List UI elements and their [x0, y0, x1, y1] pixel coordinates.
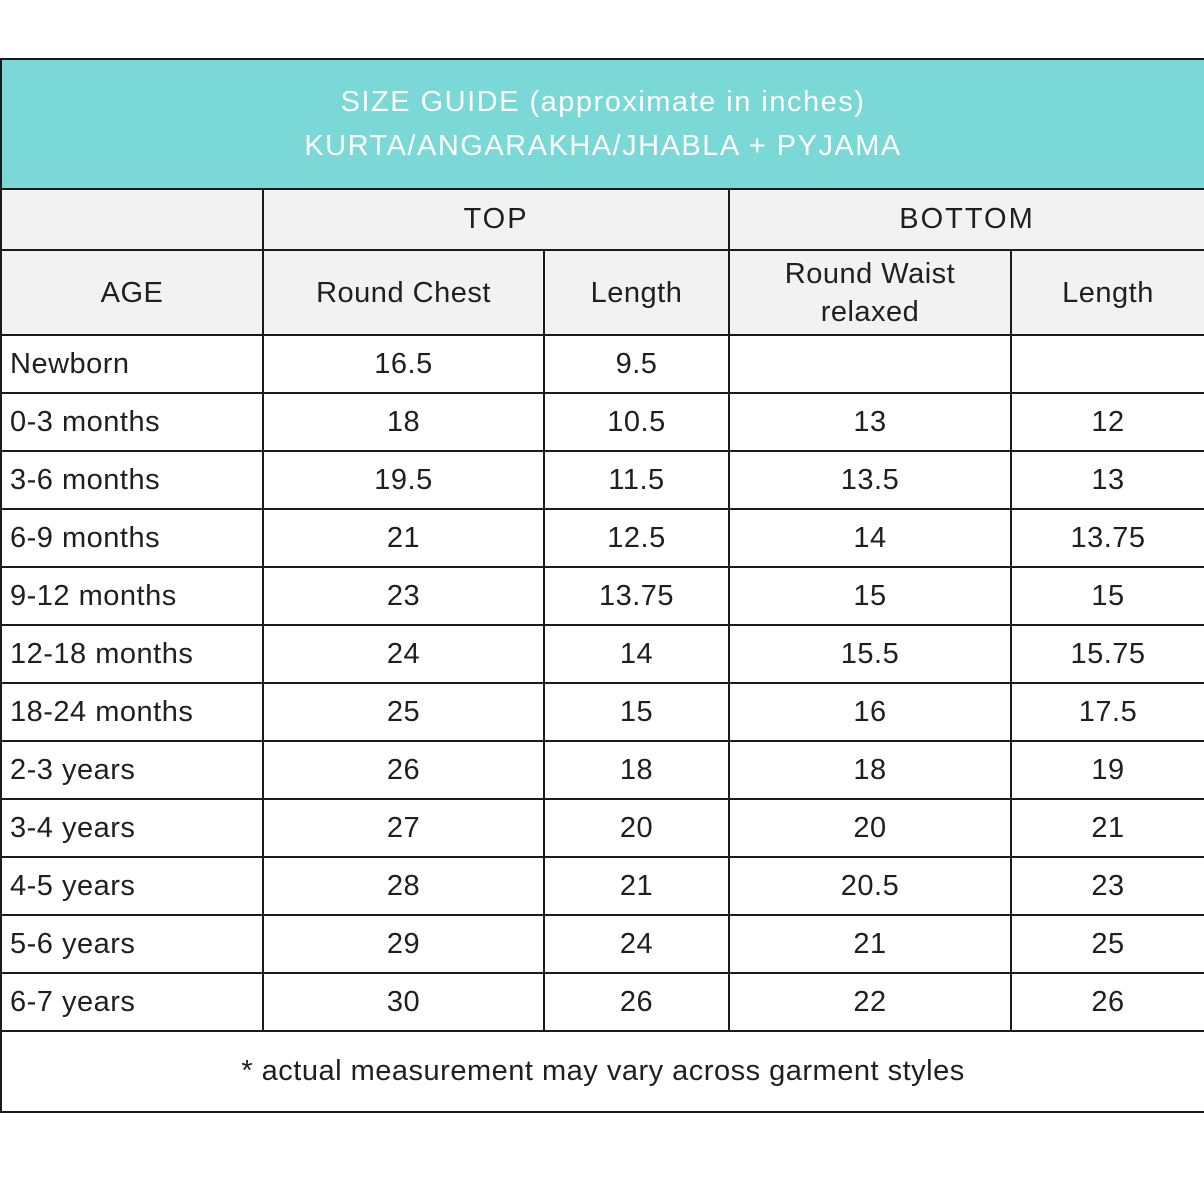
footnote-row: * actual measurement may vary across gar…	[0, 1030, 1204, 1113]
top-length-cell: 15	[543, 682, 730, 742]
table-row: 12-18 months 24 14 15.5 15.75	[0, 624, 1204, 684]
age-cell: 0-3 months	[0, 392, 264, 452]
top-length-cell: 18	[543, 740, 730, 800]
table-title: SIZE GUIDE (approximate in inches) KURTA…	[0, 58, 1204, 190]
round-chest-cell: 19.5	[262, 450, 545, 510]
round-waist-cell: 13	[728, 392, 1012, 452]
table-row: Newborn 16.5 9.5	[0, 334, 1204, 394]
group-header-bottom: BOTTOM	[727, 188, 1204, 251]
round-waist-cell: 15.5	[728, 624, 1012, 684]
size-guide-table: SIZE GUIDE (approximate in inches) KURTA…	[0, 58, 1204, 1113]
column-header-round-chest: Round Chest	[262, 249, 545, 336]
age-cell: 2-3 years	[0, 740, 264, 800]
age-cell: Newborn	[0, 334, 264, 394]
round-waist-cell: 21	[728, 914, 1012, 974]
title-line-1: SIZE GUIDE (approximate in inches)	[340, 86, 866, 118]
age-cell: 4-5 years	[0, 856, 264, 916]
group-header-top: TOP	[262, 188, 730, 251]
table-row: 3-4 years 27 20 20 21	[0, 798, 1204, 858]
table-row: 2-3 years 26 18 18 19	[0, 740, 1204, 800]
round-chest-cell: 26	[262, 740, 545, 800]
top-length-cell: 13.75	[543, 566, 730, 626]
age-cell: 3-4 years	[0, 798, 264, 858]
column-header-bottom-length: Length	[1009, 249, 1204, 336]
round-chest-cell: 21	[262, 508, 545, 568]
table-row: 3-6 months 19.5 11.5 13.5 13	[0, 450, 1204, 510]
age-cell: 9-12 months	[0, 566, 264, 626]
bottom-length-cell: 25	[1009, 914, 1204, 974]
table-row: 6-9 months 21 12.5 14 13.75	[0, 508, 1204, 568]
round-chest-cell: 28	[262, 856, 545, 916]
top-length-cell: 9.5	[543, 334, 730, 394]
bottom-length-cell	[1009, 334, 1204, 394]
round-chest-cell: 29	[262, 914, 545, 974]
bottom-length-cell: 19	[1009, 740, 1204, 800]
table-row: 0-3 months 18 10.5 13 12	[0, 392, 1204, 452]
round-waist-cell: 18	[728, 740, 1012, 800]
top-length-cell: 14	[543, 624, 730, 684]
age-cell: 6-7 years	[0, 972, 264, 1032]
column-header-top-length: Length	[543, 249, 730, 336]
round-waist-cell: 15	[728, 566, 1012, 626]
group-header-empty	[0, 188, 264, 251]
bottom-length-cell: 21	[1009, 798, 1204, 858]
round-waist-cell: 14	[728, 508, 1012, 568]
title-line-2: KURTA/ANGARAKHA/JHABLA + PYJAMA	[304, 130, 902, 162]
round-chest-cell: 18	[262, 392, 545, 452]
bottom-length-cell: 15	[1009, 566, 1204, 626]
round-waist-cell	[728, 334, 1012, 394]
top-length-cell: 26	[543, 972, 730, 1032]
age-cell: 5-6 years	[0, 914, 264, 974]
bottom-length-cell: 13	[1009, 450, 1204, 510]
footnote-text: * actual measurement may vary across gar…	[0, 1030, 1204, 1113]
round-chest-cell: 23	[262, 566, 545, 626]
table-row: 4-5 years 28 21 20.5 23	[0, 856, 1204, 916]
table-row: 9-12 months 23 13.75 15 15	[0, 566, 1204, 626]
round-waist-cell: 20	[728, 798, 1012, 858]
round-waist-cell: 16	[728, 682, 1012, 742]
round-waist-cell: 22	[728, 972, 1012, 1032]
bottom-length-cell: 26	[1009, 972, 1204, 1032]
table-row: 6-7 years 30 26 22 26	[0, 972, 1204, 1032]
group-header-row: TOP BOTTOM	[0, 188, 1204, 251]
table-row: 5-6 years 29 24 21 25	[0, 914, 1204, 974]
round-chest-cell: 16.5	[262, 334, 545, 394]
age-cell: 3-6 months	[0, 450, 264, 510]
round-chest-cell: 24	[262, 624, 545, 684]
column-header-row: AGE Round Chest Length Round Waist relax…	[0, 249, 1204, 336]
bottom-length-cell: 15.75	[1009, 624, 1204, 684]
title-band: SIZE GUIDE (approximate in inches) KURTA…	[0, 58, 1204, 190]
age-cell: 12-18 months	[0, 624, 264, 684]
top-length-cell: 21	[543, 856, 730, 916]
top-length-cell: 11.5	[543, 450, 730, 510]
round-waist-cell: 13.5	[728, 450, 1012, 510]
top-length-cell: 24	[543, 914, 730, 974]
bottom-length-cell: 17.5	[1009, 682, 1204, 742]
bottom-length-cell: 23	[1009, 856, 1204, 916]
round-chest-cell: 27	[262, 798, 545, 858]
top-length-cell: 12.5	[543, 508, 730, 568]
round-waist-cell: 20.5	[728, 856, 1012, 916]
round-chest-cell: 30	[262, 972, 545, 1032]
bottom-length-cell: 12	[1009, 392, 1204, 452]
table-row: 18-24 months 25 15 16 17.5	[0, 682, 1204, 742]
column-header-age: AGE	[0, 249, 264, 336]
round-chest-cell: 25	[262, 682, 545, 742]
age-cell: 6-9 months	[0, 508, 264, 568]
column-header-round-waist: Round Waist relaxed	[728, 249, 1012, 336]
bottom-length-cell: 13.75	[1009, 508, 1204, 568]
top-length-cell: 10.5	[543, 392, 730, 452]
age-cell: 18-24 months	[0, 682, 264, 742]
top-length-cell: 20	[543, 798, 730, 858]
